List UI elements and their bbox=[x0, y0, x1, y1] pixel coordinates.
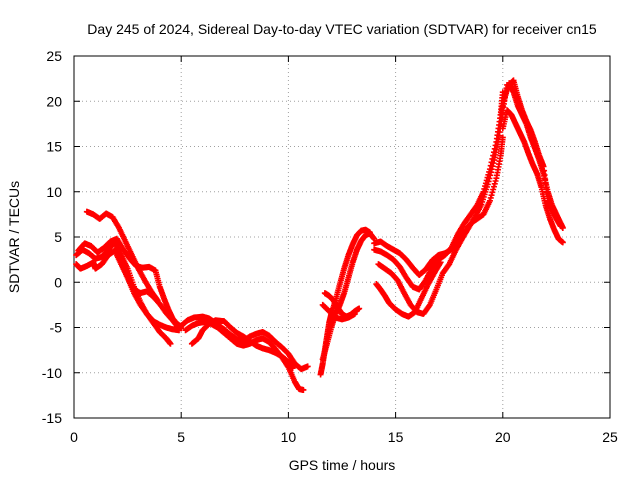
series-track-18 bbox=[499, 107, 566, 246]
axis-ticks bbox=[73, 55, 611, 419]
data-point bbox=[487, 194, 494, 201]
data-point bbox=[490, 186, 497, 193]
y-tick-label: -5 bbox=[50, 320, 63, 336]
data-point bbox=[499, 134, 506, 141]
series-track-4 bbox=[83, 208, 161, 304]
chart-title: Day 245 of 2024, Sidereal Day-to-day VTE… bbox=[87, 21, 597, 37]
data-points bbox=[73, 77, 566, 393]
y-axis-label: SDTVAR / TECUs bbox=[6, 181, 22, 293]
y-tick-label: 5 bbox=[54, 229, 62, 245]
data-point bbox=[492, 178, 499, 185]
data-point bbox=[487, 172, 494, 179]
data-point bbox=[304, 363, 311, 370]
series-track-15 bbox=[375, 81, 511, 317]
y-tick-label: 0 bbox=[54, 274, 62, 290]
data-point bbox=[300, 386, 307, 393]
data-point bbox=[491, 180, 498, 187]
data-point bbox=[154, 297, 161, 304]
y-tick-label: 10 bbox=[46, 184, 62, 200]
y-tick-label: 20 bbox=[46, 93, 62, 109]
data-point bbox=[488, 166, 495, 173]
x-tick-label: 10 bbox=[281, 429, 297, 445]
series-track-12 bbox=[319, 301, 358, 323]
data-point bbox=[486, 197, 493, 204]
data-point bbox=[426, 303, 433, 310]
data-point bbox=[559, 239, 566, 246]
y-tick-label: 25 bbox=[46, 48, 62, 64]
series-track-5 bbox=[118, 259, 174, 347]
x-tick-label: 25 bbox=[602, 429, 618, 445]
data-point bbox=[484, 181, 491, 188]
data-point bbox=[490, 160, 497, 167]
series-track-16 bbox=[373, 259, 444, 320]
series-track-19 bbox=[506, 77, 564, 230]
y-tick-label: -10 bbox=[42, 365, 62, 381]
data-point bbox=[356, 305, 363, 312]
data-point bbox=[557, 223, 564, 230]
data-point bbox=[437, 259, 444, 266]
data-point bbox=[489, 189, 496, 196]
data-point bbox=[485, 178, 492, 185]
data-point bbox=[488, 192, 495, 199]
data-point bbox=[167, 340, 174, 347]
data-point bbox=[489, 163, 496, 170]
x-tick-labels: 0 5 10 15 20 25 bbox=[70, 429, 618, 445]
grid-lines bbox=[74, 56, 610, 418]
x-tick-label: 20 bbox=[495, 429, 511, 445]
data-point bbox=[351, 310, 358, 317]
x-axis-label: GPS time / hours bbox=[289, 457, 396, 473]
y-tick-labels: -15 -10 -5 0 5 10 15 20 25 bbox=[42, 48, 62, 426]
y-tick-label: 15 bbox=[46, 139, 62, 155]
x-tick-label: 5 bbox=[177, 429, 185, 445]
x-tick-label: 0 bbox=[70, 429, 78, 445]
data-point bbox=[488, 169, 495, 176]
x-tick-label: 15 bbox=[388, 429, 404, 445]
y-tick-label: -15 bbox=[42, 410, 62, 426]
data-point bbox=[153, 296, 160, 303]
data-point bbox=[490, 183, 497, 190]
series-track-8 bbox=[182, 319, 307, 393]
data-point bbox=[486, 175, 493, 182]
